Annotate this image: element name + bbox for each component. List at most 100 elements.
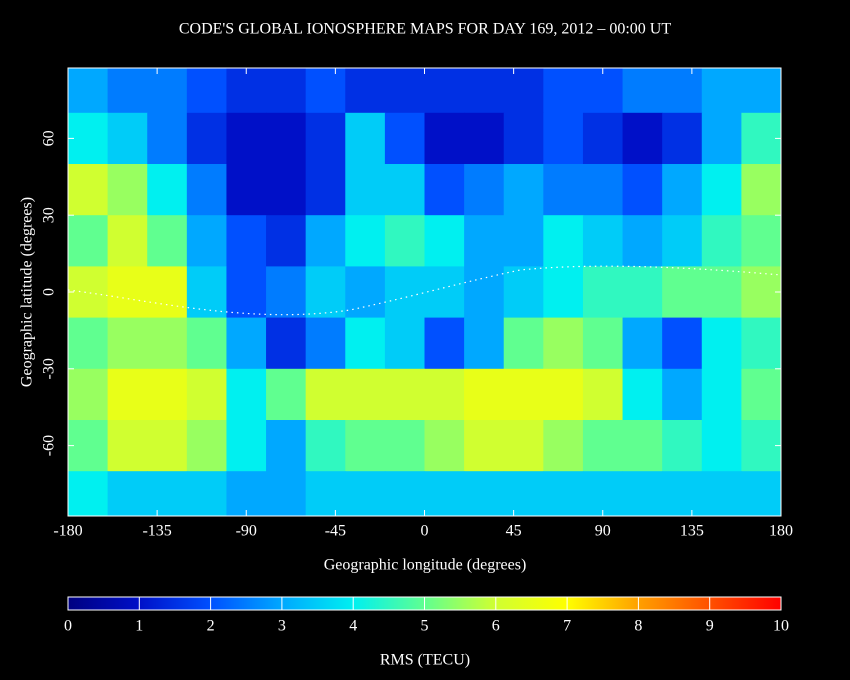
heatmap-cell (266, 112, 307, 165)
heatmap-cell (384, 68, 425, 114)
heatmap-cell (147, 164, 188, 216)
heatmap-cell (305, 266, 346, 319)
heatmap-cell (543, 368, 584, 421)
heatmap-cell (384, 112, 425, 165)
heatmap-cell (582, 215, 624, 267)
heatmap-cell (68, 164, 109, 216)
x-tick-label: 90 (595, 523, 611, 540)
heatmap-cell (503, 164, 544, 216)
heatmap-cell (662, 68, 703, 114)
heatmap-cell (741, 215, 781, 267)
heatmap-cell (662, 317, 703, 370)
heatmap-cell (186, 112, 227, 165)
colorbar-tick-label: 0 (64, 618, 72, 635)
heatmap-cell (741, 317, 781, 370)
heatmap-cell (582, 471, 624, 516)
heatmap-cell (226, 471, 267, 516)
heatmap-cell (701, 215, 742, 267)
magnetic-equator (67, 265, 782, 316)
heatmap-cell (543, 112, 584, 165)
heatmap-cell (186, 215, 227, 267)
heatmap-cell (186, 420, 227, 472)
heatmap-cell (107, 112, 148, 165)
heatmap-cell (543, 317, 584, 370)
heatmap-cell (305, 112, 346, 165)
heatmap-cell (424, 420, 465, 472)
heatmap-cell (305, 164, 346, 216)
heatmap-cell (68, 215, 109, 267)
heatmap-cell (305, 420, 346, 472)
heatmap-cell (464, 266, 505, 319)
heatmap-cell (186, 68, 227, 114)
heatmap-cell (622, 164, 663, 216)
heatmap-cell (107, 471, 148, 516)
heatmap-cell (662, 266, 703, 319)
heatmap-cell (622, 420, 663, 472)
colorbar-tick-label: 2 (207, 618, 215, 635)
colorbar-tick-label: 9 (706, 618, 714, 635)
x-tick-label: 180 (769, 523, 793, 540)
heatmap-cell (107, 420, 148, 472)
heatmap-cell (345, 368, 386, 421)
heatmap-cell (345, 215, 386, 267)
heatmap-cell (464, 68, 505, 114)
heatmap-cell (424, 266, 465, 319)
heatmap-cell (741, 420, 781, 472)
heatmap-cell (543, 215, 584, 267)
heatmap-cell (107, 317, 148, 370)
heatmap-cell (147, 68, 188, 114)
heatmap-cell (582, 266, 624, 319)
heatmap-cell (701, 368, 742, 421)
x-axis-label: Geographic longitude (degrees) (324, 557, 527, 574)
heatmap-cell (147, 317, 188, 370)
heatmap-cell (503, 112, 544, 165)
x-tick-label: -180 (53, 523, 82, 540)
heatmap-cell (543, 68, 584, 114)
heatmap-cell (424, 112, 465, 165)
heatmap-cell (741, 68, 781, 114)
heatmap-cell (662, 215, 703, 267)
heatmap-cell (424, 471, 465, 516)
heatmap-cell (503, 420, 544, 472)
chart-title: CODE'S GLOBAL IONOSPHERE MAPS FOR DAY 16… (179, 21, 671, 38)
heatmap-cell (345, 164, 386, 216)
x-tick-label: -90 (236, 523, 257, 540)
x-tick-label: -135 (142, 523, 171, 540)
heatmap-cell (305, 317, 346, 370)
y-tick-label: 0 (41, 288, 58, 296)
heatmap-cell (503, 368, 544, 421)
heatmap-cell (384, 471, 425, 516)
heatmap-cell (107, 368, 148, 421)
y-axis-label: Geographic latitude (degrees) (19, 197, 36, 387)
heatmap-cell (107, 266, 148, 319)
heatmap-cell (226, 112, 267, 165)
heatmap-cell (464, 164, 505, 216)
x-tick-label: -45 (325, 523, 346, 540)
x-tick-label: 135 (680, 523, 704, 540)
heatmap-cell (701, 68, 742, 114)
heatmap-cell (186, 368, 227, 421)
heatmap-cell (503, 68, 544, 114)
y-tick-label: 30 (41, 207, 58, 223)
colorbar-tick-label: 4 (349, 618, 357, 635)
colorbar-tick-label: 8 (634, 618, 642, 635)
heatmap-cell (701, 112, 742, 165)
heatmap-cell (464, 112, 505, 165)
heatmap-cell (226, 68, 267, 114)
heatmap-cell (384, 266, 425, 319)
heatmap-cell (305, 471, 346, 516)
heatmap-cell (266, 215, 307, 267)
heatmap-cell (266, 266, 307, 319)
heatmap-cell (147, 266, 188, 319)
heatmap-cell (741, 471, 781, 516)
heatmap-cell (186, 266, 227, 319)
heatmap-cell (662, 471, 703, 516)
heatmap-cell (464, 317, 505, 370)
heatmap-cell (345, 420, 386, 472)
heatmap-cell (543, 164, 584, 216)
heatmap-cell (266, 420, 307, 472)
heatmap-cell (701, 266, 742, 319)
colorbar-label: RMS (TECU) (380, 652, 470, 669)
